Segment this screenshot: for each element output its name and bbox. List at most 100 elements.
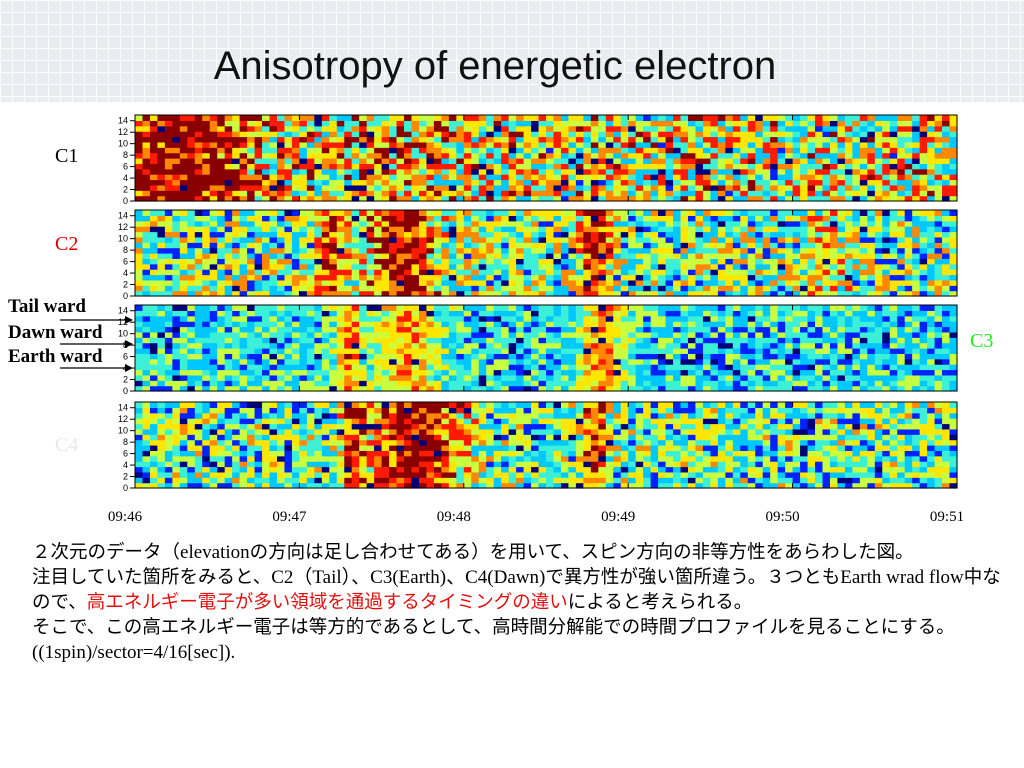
heatmap-cell: [859, 385, 868, 392]
heatmap-cell: [284, 236, 293, 243]
heatmap-cell: [531, 285, 540, 292]
heatmap-cell: [732, 369, 741, 376]
heatmap-cell: [650, 220, 659, 227]
heatmap-cell: [620, 195, 629, 202]
heatmap-cell: [792, 215, 801, 222]
heatmap-cell: [927, 141, 936, 148]
heatmap-cell: [232, 136, 241, 143]
heatmap-cell: [389, 184, 398, 191]
heatmap-cell: [508, 279, 517, 286]
heatmap-cell: [299, 342, 308, 349]
heatmap-cell: [418, 242, 428, 249]
heatmap-cell: [396, 321, 405, 328]
heatmap-cell: [553, 174, 562, 181]
heatmap-cell: [583, 215, 592, 222]
heatmap-cell: [590, 242, 599, 249]
heatmap-cell: [314, 374, 323, 381]
heatmap-cell: [800, 163, 809, 170]
heatmap-cell: [658, 131, 667, 138]
heatmap-cell: [807, 285, 816, 292]
heatmap-cell: [262, 258, 271, 265]
heatmap-cell: [658, 179, 667, 186]
heatmap-cell: [463, 131, 472, 138]
heatmap-cell: [329, 231, 338, 238]
heatmap-cell: [523, 364, 532, 371]
heatmap-cell: [202, 131, 211, 138]
heatmap-cell: [702, 321, 711, 328]
heatmap-cell: [254, 380, 263, 387]
heatmap-cell: [239, 131, 248, 138]
heatmap-cell: [889, 163, 898, 170]
heatmap-cell: [194, 321, 203, 328]
heatmap-cell: [919, 274, 928, 281]
heatmap-cell: [374, 380, 383, 387]
heatmap-cell: [374, 253, 383, 259]
heatmap-cell: [396, 152, 405, 159]
heatmap-cell: [299, 163, 308, 170]
heatmap-cell: [598, 210, 607, 216]
heatmap-cell: [770, 253, 779, 259]
heatmap-cell: [329, 253, 338, 259]
heatmap-cell: [351, 279, 360, 286]
heatmap-cell: [904, 274, 913, 281]
heatmap-cell: [710, 337, 719, 344]
heatmap-cell: [568, 364, 577, 371]
heatmap-cell: [501, 236, 510, 243]
heatmap-cell: [299, 184, 308, 191]
heatmap-cell: [366, 184, 375, 191]
heatmap-cell: [142, 263, 151, 270]
heatmap-cell: [359, 326, 368, 333]
heatmap-cell: [306, 337, 315, 344]
heatmap-cell: [665, 236, 674, 243]
heatmap-cell: [546, 353, 555, 360]
heatmap-cell: [239, 210, 248, 216]
heatmap-cell: [463, 342, 472, 349]
heatmap-cell: [344, 358, 353, 365]
heatmap-cell: [508, 269, 517, 276]
heatmap-cell: [852, 125, 861, 132]
heatmap-cell: [217, 236, 226, 243]
heatmap-cell: [306, 326, 315, 333]
heatmap-cell: [762, 348, 771, 354]
heatmap-cell: [538, 158, 547, 164]
heatmap-cell: [232, 274, 241, 281]
heatmap-cell: [217, 152, 226, 159]
heatmap-cell: [269, 141, 278, 148]
heatmap-cell: [785, 120, 794, 127]
heatmap-cell: [598, 326, 607, 333]
heatmap-cell: [725, 274, 734, 281]
heatmap-cell: [232, 285, 241, 292]
heatmap-cell: [224, 184, 233, 191]
heatmap-cell: [232, 258, 241, 265]
heatmap-cell: [471, 364, 480, 371]
heatmap-cell: [441, 195, 450, 202]
heatmap-cell: [725, 226, 734, 233]
heatmap-cell: [471, 258, 480, 265]
heatmap-cell: [687, 374, 697, 381]
heatmap-cell: [546, 342, 555, 349]
heatmap-cell: [934, 364, 943, 371]
heatmap-cell: [829, 353, 839, 360]
heatmap-cell: [344, 236, 353, 243]
heatmap-cell: [374, 220, 383, 227]
heatmap-cell: [538, 190, 547, 197]
heatmap-cell: [486, 369, 495, 376]
heatmap-cell: [934, 231, 943, 238]
heatmap-cell: [568, 380, 577, 387]
heatmap-cell: [560, 279, 570, 286]
heatmap-cell: [815, 253, 824, 259]
heatmap-cell: [747, 220, 756, 227]
heatmap-cell: [516, 231, 525, 238]
heatmap-cell: [478, 385, 487, 392]
heatmap-cell: [426, 358, 435, 365]
heatmap-cell: [418, 226, 428, 233]
heatmap-cell: [463, 215, 472, 222]
heatmap-cell: [829, 374, 839, 381]
heatmap-cell: [665, 115, 674, 121]
heatmap-cell: [575, 374, 584, 381]
heatmap-cell: [493, 231, 502, 238]
heatmap-cell: [314, 168, 323, 175]
heatmap-cell: [740, 195, 749, 202]
heatmap-cell: [643, 321, 652, 328]
heatmap-cell: [710, 269, 719, 276]
